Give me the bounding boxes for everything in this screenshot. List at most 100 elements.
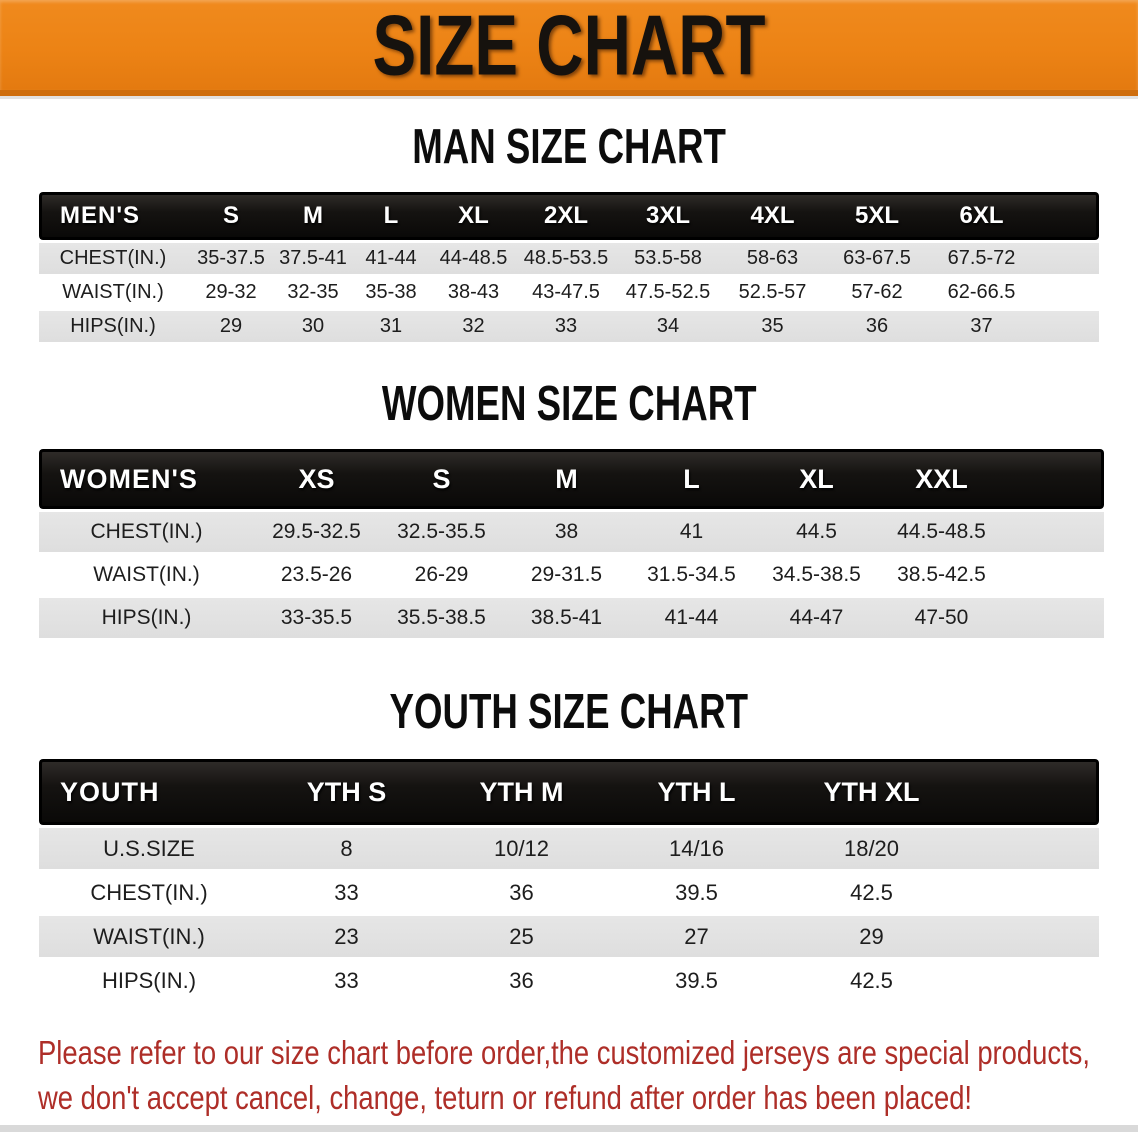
size-header-cell: M [275, 192, 351, 240]
size-header-cell: L [629, 449, 754, 509]
value-cell: 34.5-38.5 [754, 555, 879, 595]
size-header-cell: L [351, 192, 431, 240]
youth-header-row: YOUTH YTH S YTH M YTH L YTH XL [39, 759, 1099, 825]
value-cell: 14/16 [609, 828, 784, 869]
value-cell: 18/20 [784, 828, 959, 869]
value-cell: 67.5-72 [929, 243, 1034, 274]
disclaimer: Please refer to our size chart before or… [0, 1030, 1138, 1120]
value-cell: 30 [275, 311, 351, 342]
size-header-cell: XXL [879, 449, 1004, 509]
spacer-cell [959, 960, 1099, 1001]
header-spacer-cell [1004, 449, 1104, 509]
spacer-cell [1034, 277, 1099, 308]
row-label: WAIST(IN.) [39, 555, 254, 595]
youth-hips-row: HIPS(IN.) 33 36 39.5 42.5 [39, 960, 1099, 1001]
value-cell: 42.5 [784, 960, 959, 1001]
value-cell: 31 [351, 311, 431, 342]
value-cell: 29.5-32.5 [254, 512, 379, 552]
value-cell: 26-29 [379, 555, 504, 595]
value-cell: 35-38 [351, 277, 431, 308]
value-cell: 63-67.5 [825, 243, 929, 274]
value-cell: 37 [929, 311, 1034, 342]
value-cell: 29-31.5 [504, 555, 629, 595]
mens-size-table: MEN'S S M L XL 2XL 3XL 4XL 5XL 6XL CHEST… [39, 189, 1099, 345]
size-header-cell: S [187, 192, 275, 240]
spacer-cell [959, 828, 1099, 869]
value-cell: 33-35.5 [254, 598, 379, 638]
size-header-cell: XL [754, 449, 879, 509]
row-label: CHEST(IN.) [39, 512, 254, 552]
spacer-cell [959, 916, 1099, 957]
value-cell: 38.5-41 [504, 598, 629, 638]
value-cell: 41-44 [629, 598, 754, 638]
size-header-cell: YTH XL [784, 759, 959, 825]
size-header-cell: XS [254, 449, 379, 509]
value-cell: 41-44 [351, 243, 431, 274]
youth-ussize-row: U.S.SIZE 8 10/12 14/16 18/20 [39, 828, 1099, 869]
youth-chest-row: CHEST(IN.) 33 36 39.5 42.5 [39, 872, 1099, 913]
banner: SIZE CHART [0, 0, 1138, 96]
size-header-cell: 3XL [616, 192, 720, 240]
disclaimer-line-1: Please refer to our size chart before or… [38, 1034, 1090, 1071]
spacer-cell [1034, 311, 1099, 342]
value-cell: 42.5 [784, 872, 959, 913]
banner-title: SIZE CHART [372, 0, 766, 93]
size-header-cell: YTH L [609, 759, 784, 825]
mens-waist-row: WAIST(IN.) 29-32 32-35 35-38 38-43 43-47… [39, 277, 1099, 308]
mens-hips-row: HIPS(IN.) 29 30 31 32 33 34 35 36 37 [39, 311, 1099, 342]
value-cell: 44.5 [754, 512, 879, 552]
value-cell: 33 [259, 960, 434, 1001]
value-cell: 36 [434, 960, 609, 1001]
spacer-cell [959, 872, 1099, 913]
value-cell: 48.5-53.5 [516, 243, 616, 274]
value-cell: 38 [504, 512, 629, 552]
value-cell: 29-32 [187, 277, 275, 308]
womens-header-label: WOMEN'S [39, 449, 254, 509]
size-header-cell: XL [431, 192, 516, 240]
value-cell: 23 [259, 916, 434, 957]
header-spacer-cell [1034, 192, 1099, 240]
value-cell: 36 [825, 311, 929, 342]
header-spacer-cell [959, 759, 1099, 825]
value-cell: 36 [434, 872, 609, 913]
value-cell: 47.5-52.5 [616, 277, 720, 308]
womens-header-row: WOMEN'S XS S M L XL XXL [39, 449, 1104, 509]
size-header-cell: 4XL [720, 192, 825, 240]
row-label: CHEST(IN.) [39, 243, 187, 274]
womens-chest-row: CHEST(IN.) 29.5-32.5 32.5-35.5 38 41 44.… [39, 512, 1104, 552]
spacer-cell [1004, 598, 1104, 638]
value-cell: 27 [609, 916, 784, 957]
value-cell: 44.5-48.5 [879, 512, 1004, 552]
value-cell: 35 [720, 311, 825, 342]
youth-section-title: YOUTH SIZE CHART [389, 682, 749, 739]
mens-header-label: MEN'S [39, 192, 187, 240]
value-cell: 32-35 [275, 277, 351, 308]
value-cell: 44-48.5 [431, 243, 516, 274]
size-header-cell: S [379, 449, 504, 509]
value-cell: 57-62 [825, 277, 929, 308]
value-cell: 39.5 [609, 960, 784, 1001]
womens-size-table: WOMEN'S XS S M L XL XXL CHEST(IN.) 29.5-… [39, 446, 1104, 641]
value-cell: 35-37.5 [187, 243, 275, 274]
value-cell: 33 [516, 311, 616, 342]
value-cell: 33 [259, 872, 434, 913]
spacer-cell [1004, 555, 1104, 595]
value-cell: 23.5-26 [254, 555, 379, 595]
size-header-cell: YTH M [434, 759, 609, 825]
value-cell: 62-66.5 [929, 277, 1034, 308]
value-cell: 25 [434, 916, 609, 957]
value-cell: 34 [616, 311, 720, 342]
size-header-cell: M [504, 449, 629, 509]
value-cell: 8 [259, 828, 434, 869]
value-cell: 52.5-57 [720, 277, 825, 308]
value-cell: 58-63 [720, 243, 825, 274]
value-cell: 39.5 [609, 872, 784, 913]
youth-size-table: YOUTH YTH S YTH M YTH L YTH XL U.S.SIZE … [39, 756, 1099, 1004]
value-cell: 44-47 [754, 598, 879, 638]
value-cell: 31.5-34.5 [629, 555, 754, 595]
spacer-cell [1034, 243, 1099, 274]
row-label: WAIST(IN.) [39, 277, 187, 308]
value-cell: 29 [187, 311, 275, 342]
mens-header-row: MEN'S S M L XL 2XL 3XL 4XL 5XL 6XL [39, 192, 1099, 240]
